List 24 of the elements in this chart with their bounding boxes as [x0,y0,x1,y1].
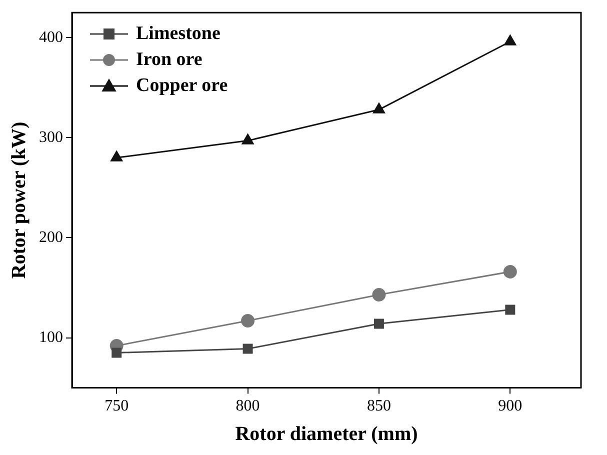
x-tick-label: 850 [366,398,391,415]
point [372,288,386,302]
point [110,150,123,162]
point [374,318,384,329]
point [504,34,516,46]
legend-label: Limestone [136,22,220,45]
x-tick-label: 900 [498,398,522,415]
y-tick-label: 400 [39,28,63,46]
x-axis-title: Rotor diameter (mm) [235,423,418,446]
point [241,314,255,328]
point [505,304,516,315]
point [242,344,253,354]
legend-label: Copper ore [136,74,228,97]
y-axis-title: Rotor power (kW) [8,122,30,279]
point [373,102,385,114]
point [503,264,517,278]
y-tick-label: 100 [39,328,63,346]
point [112,348,122,358]
y-tick-label: 300 [39,128,63,146]
point [242,134,254,144]
legend-label: Iron ore [136,48,202,71]
y-tick-label: 200 [39,228,63,246]
x-tick-label: 750 [104,398,129,415]
x-tick-label: 800 [236,398,260,415]
